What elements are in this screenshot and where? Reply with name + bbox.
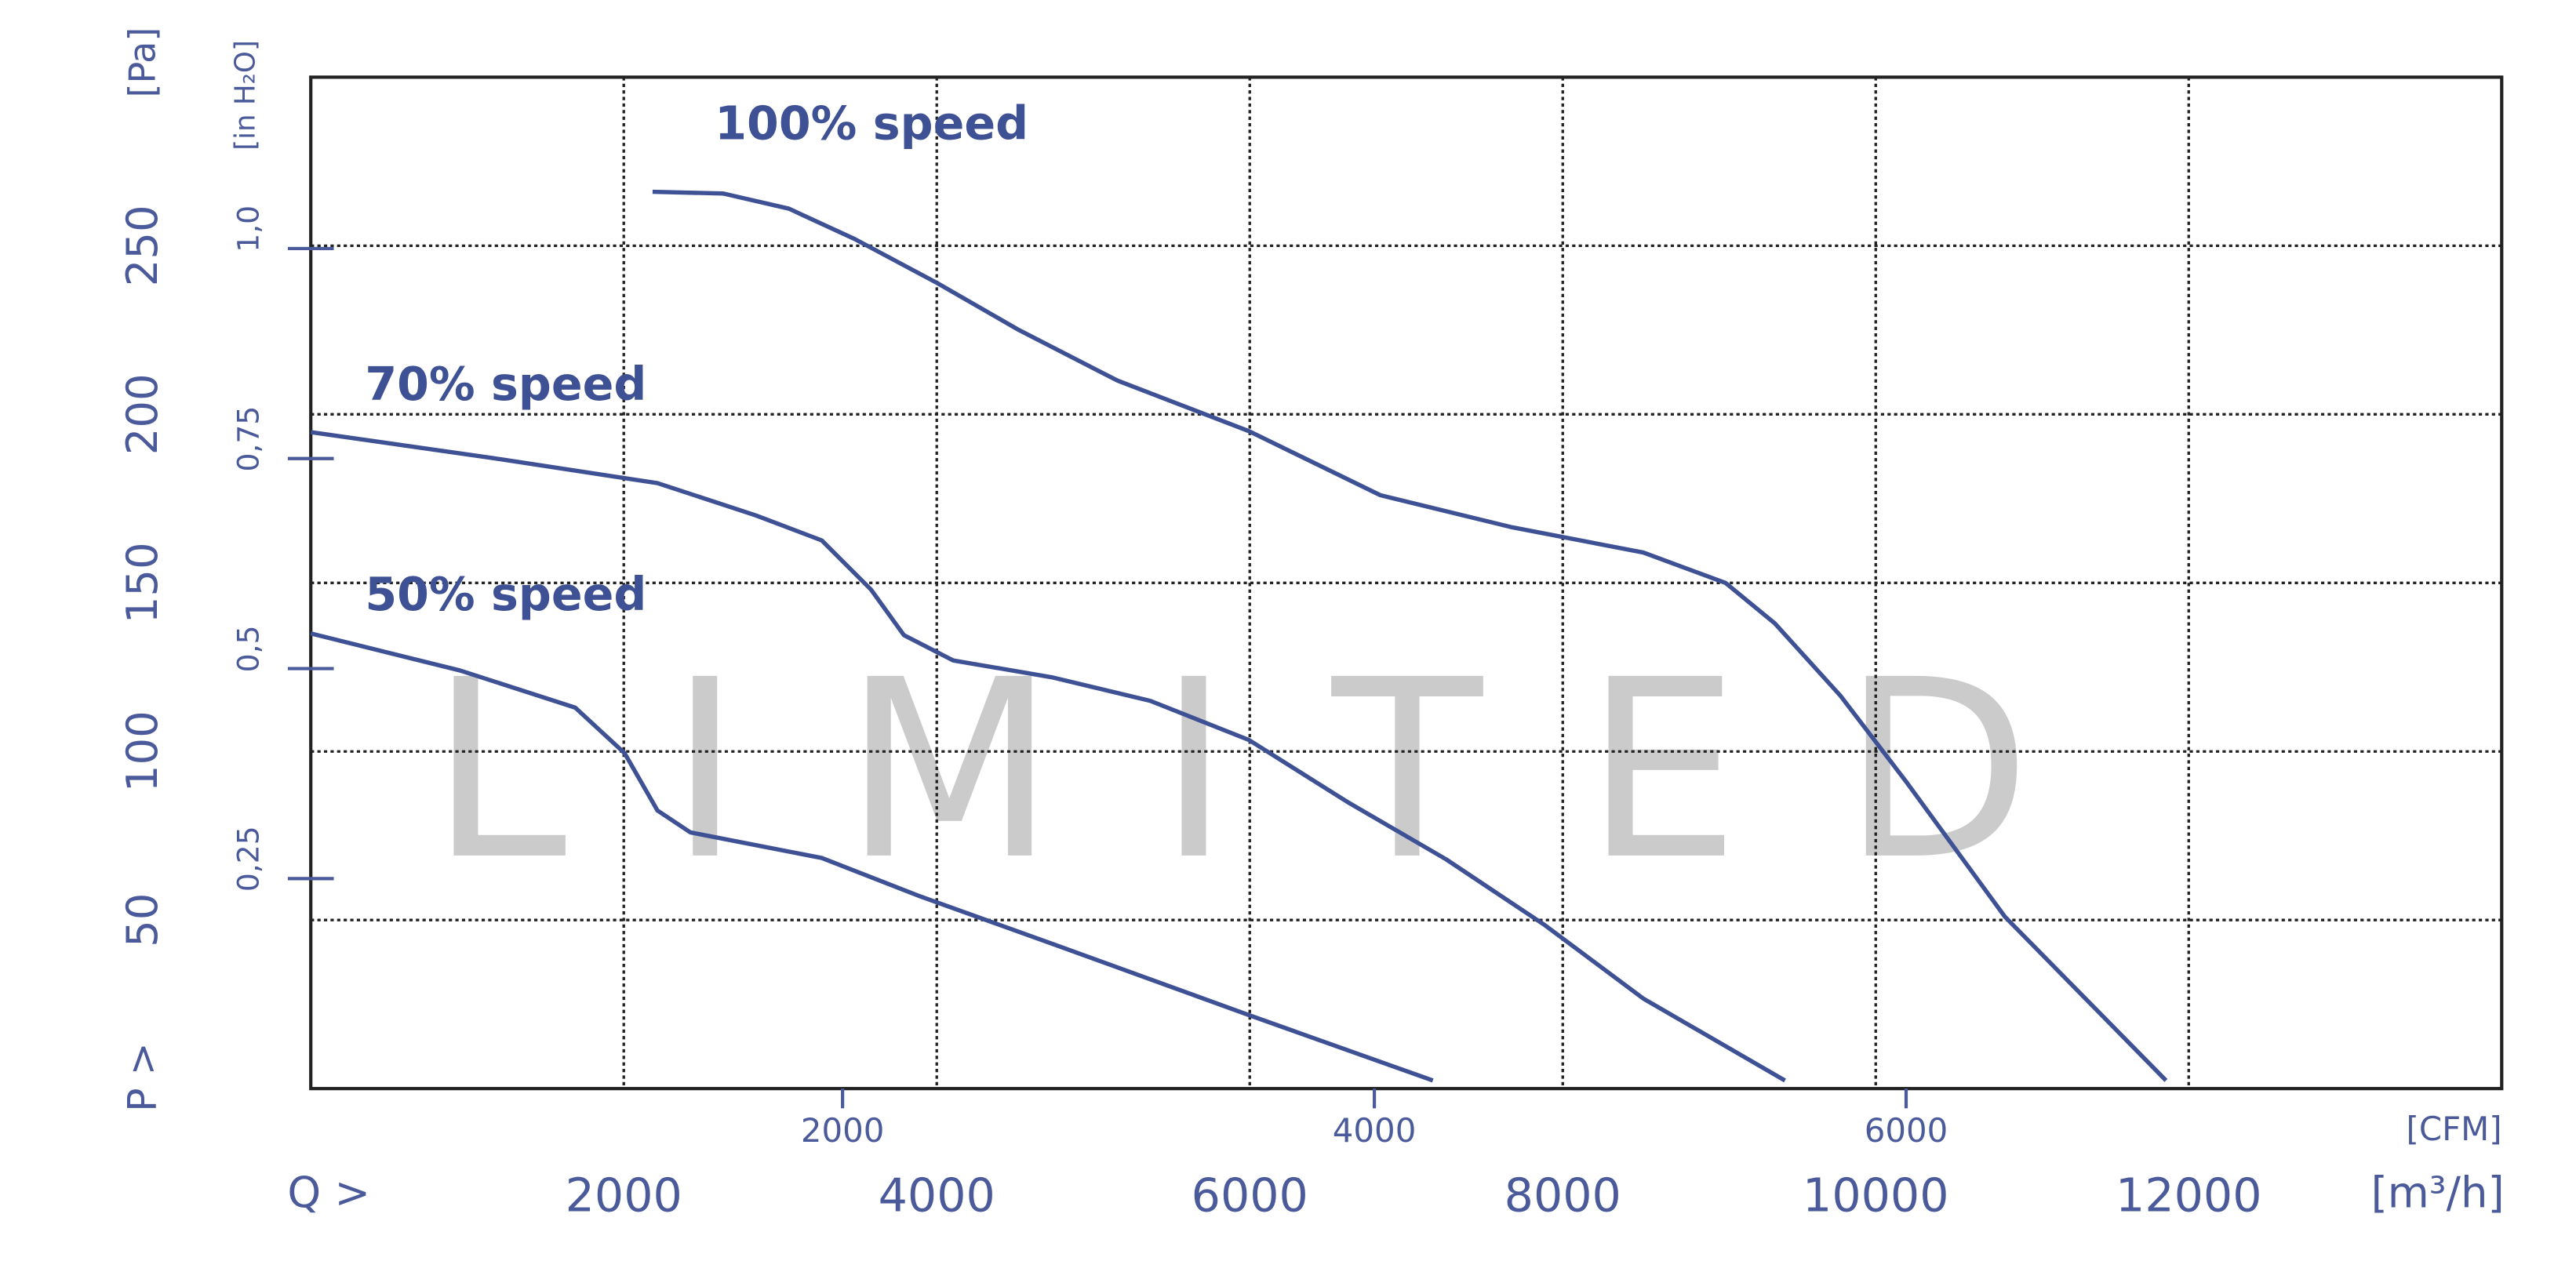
x-axis-unit: [m³/h] bbox=[2371, 1167, 2505, 1217]
curve-label: 100% speed bbox=[715, 96, 1028, 150]
y-tick-label: 150 bbox=[117, 542, 167, 623]
watermark: LIMITED bbox=[430, 627, 2134, 914]
y-tick-label: 250 bbox=[117, 205, 167, 286]
y2-tick-label: 0,75 bbox=[231, 406, 265, 472]
y2-tick-label: 0,5 bbox=[231, 625, 265, 672]
curve-label: 50% speed bbox=[365, 568, 646, 621]
x-tick-label: 10000 bbox=[1803, 1169, 1948, 1223]
y-axis-unit: [Pa] bbox=[121, 27, 163, 98]
x2-tick-label: 2000 bbox=[801, 1111, 885, 1150]
x2-tick-label: 4000 bbox=[1333, 1111, 1417, 1150]
y-tick-label: 100 bbox=[117, 710, 167, 792]
y2-tick-label: 0,25 bbox=[231, 826, 265, 892]
y-axis-label: P > bbox=[118, 1042, 165, 1111]
x-tick-label: 12000 bbox=[2116, 1169, 2261, 1223]
y2-tick-label: 1,0 bbox=[231, 205, 265, 253]
x-axis-label: Q > bbox=[287, 1167, 370, 1217]
x2-axis-label: [CFM] bbox=[2407, 1110, 2502, 1148]
curve-label: 70% speed bbox=[365, 358, 646, 411]
y-tick-label: 50 bbox=[117, 893, 167, 947]
x-tick-label: 4000 bbox=[879, 1169, 995, 1223]
curve bbox=[652, 189, 2168, 1082]
x-tick-label: 8000 bbox=[1504, 1169, 1621, 1223]
x-tick-label: 6000 bbox=[1192, 1169, 1308, 1223]
x2-tick-label: 6000 bbox=[1865, 1111, 1948, 1150]
curve bbox=[310, 631, 1434, 1083]
curve bbox=[310, 430, 1786, 1083]
y2-axis-unit: [in H₂O] bbox=[230, 40, 262, 151]
y-tick-label: 200 bbox=[117, 373, 167, 455]
x-tick-label: 2000 bbox=[566, 1169, 682, 1223]
